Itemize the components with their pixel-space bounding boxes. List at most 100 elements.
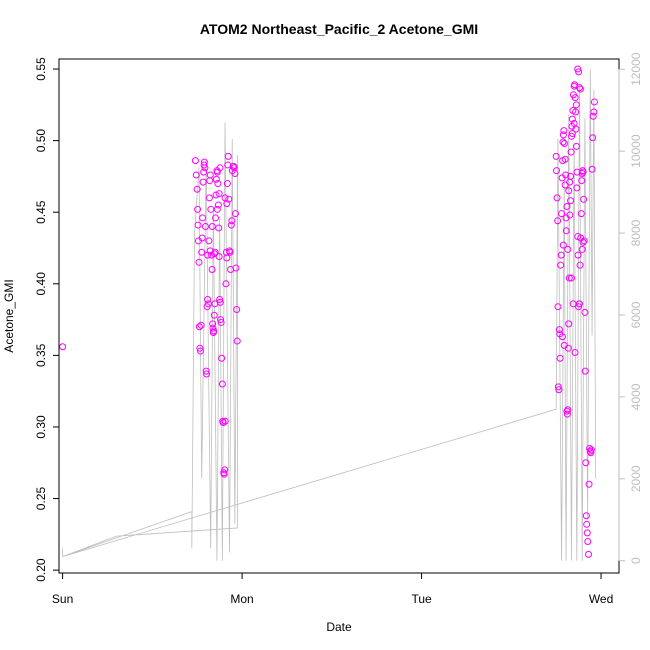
- data-point: [214, 201, 222, 209]
- data-point: [566, 178, 574, 186]
- data-point: [213, 205, 221, 213]
- data-point: [554, 303, 562, 311]
- data-point: [200, 161, 208, 169]
- y-axis-right: 0 2000 4000 6000 8000 10000 12000: [618, 52, 643, 564]
- data-point: [233, 306, 241, 314]
- data-point: [206, 171, 214, 179]
- chart-title: ATOM2 Northeast_Pacific_2 Acetone_GMI: [200, 21, 478, 37]
- data-point: [209, 320, 217, 328]
- data-point: [208, 265, 216, 273]
- data-point: [584, 538, 592, 545]
- data-point: [568, 115, 576, 123]
- data-point: [590, 98, 598, 106]
- data-point: [215, 224, 223, 232]
- data-point: [222, 280, 230, 288]
- series-points-layer: [59, 65, 598, 558]
- data-point: [231, 210, 239, 218]
- data-point: [212, 175, 220, 183]
- y-tick-label-left: 0.50: [34, 129, 48, 153]
- data-point: [568, 129, 576, 137]
- data-point: [560, 341, 568, 349]
- data-point: [199, 214, 207, 222]
- data-point: [559, 241, 567, 249]
- data-point: [231, 170, 239, 178]
- y-tick-label-left: 0.55: [34, 57, 48, 81]
- data-point: [559, 131, 567, 139]
- x-axis-label: Date: [326, 620, 352, 634]
- data-point: [216, 164, 224, 172]
- series-line: [62, 69, 597, 561]
- data-point: [553, 194, 561, 202]
- x-tick-label: Sun: [52, 592, 73, 606]
- data-point: [228, 217, 236, 225]
- data-point: [565, 274, 573, 282]
- data-point: [581, 308, 589, 316]
- data-point: [558, 333, 566, 341]
- data-point: [582, 459, 590, 467]
- data-point: [561, 155, 569, 163]
- data-point: [585, 480, 593, 488]
- data-point: [587, 449, 595, 457]
- x-tick-label: Mon: [230, 592, 253, 606]
- data-point: [583, 520, 591, 528]
- y-tick-label-left: 0.25: [34, 487, 48, 511]
- data-point: [220, 470, 228, 478]
- data-point: [233, 337, 241, 345]
- data-point: [227, 221, 235, 229]
- data-point: [199, 178, 207, 186]
- data-point: [577, 210, 585, 218]
- data-point: [575, 303, 583, 311]
- data-point: [579, 238, 587, 246]
- data-point: [575, 68, 583, 76]
- data-point: [562, 227, 570, 235]
- data-point: [206, 177, 214, 185]
- data-point: [219, 419, 227, 427]
- data-point: [224, 152, 232, 160]
- data-point: [203, 370, 211, 378]
- data-point: [562, 171, 570, 179]
- data-point: [582, 512, 590, 520]
- data-point: [210, 311, 218, 319]
- data-point: [225, 195, 233, 203]
- data-point: [570, 119, 578, 127]
- data-point: [201, 164, 209, 172]
- data-point: [569, 300, 577, 308]
- data-point: [572, 142, 580, 150]
- data-point: [586, 444, 594, 452]
- data-point: [559, 138, 567, 146]
- data-point: [214, 180, 222, 188]
- y-axis-label: Acetone_GMI: [2, 279, 16, 352]
- data-point: [223, 180, 231, 188]
- data-point: [579, 168, 587, 176]
- data-point: [195, 323, 203, 331]
- data-point: [221, 417, 229, 425]
- data-point: [574, 251, 582, 259]
- y-tick-label-left: 0.40: [34, 272, 48, 296]
- data-point: [552, 152, 560, 160]
- y-tick-label-right: 2000: [629, 465, 643, 492]
- y-tick-label-right: 8000: [629, 219, 643, 246]
- data-point: [217, 316, 225, 324]
- data-point: [205, 194, 213, 202]
- data-point: [216, 296, 224, 304]
- data-point: [573, 184, 581, 192]
- data-point: [578, 177, 586, 185]
- data-point: [562, 214, 570, 222]
- data-point: [580, 237, 588, 245]
- data-point: [221, 466, 229, 474]
- data-point: [576, 261, 584, 269]
- data-point: [574, 65, 582, 73]
- data-point: [217, 318, 225, 326]
- data-point: [205, 237, 213, 245]
- y-tick-label-right: 0: [629, 557, 643, 564]
- data-point: [565, 187, 573, 195]
- y-tick-label-right: 10000: [629, 134, 643, 168]
- data-point: [196, 344, 204, 352]
- data-point: [576, 85, 584, 93]
- data-point: [195, 258, 203, 266]
- data-point: [567, 148, 575, 156]
- data-point: [589, 112, 597, 120]
- data-point: [578, 245, 586, 253]
- data-point: [583, 529, 591, 537]
- data-point: [218, 380, 226, 388]
